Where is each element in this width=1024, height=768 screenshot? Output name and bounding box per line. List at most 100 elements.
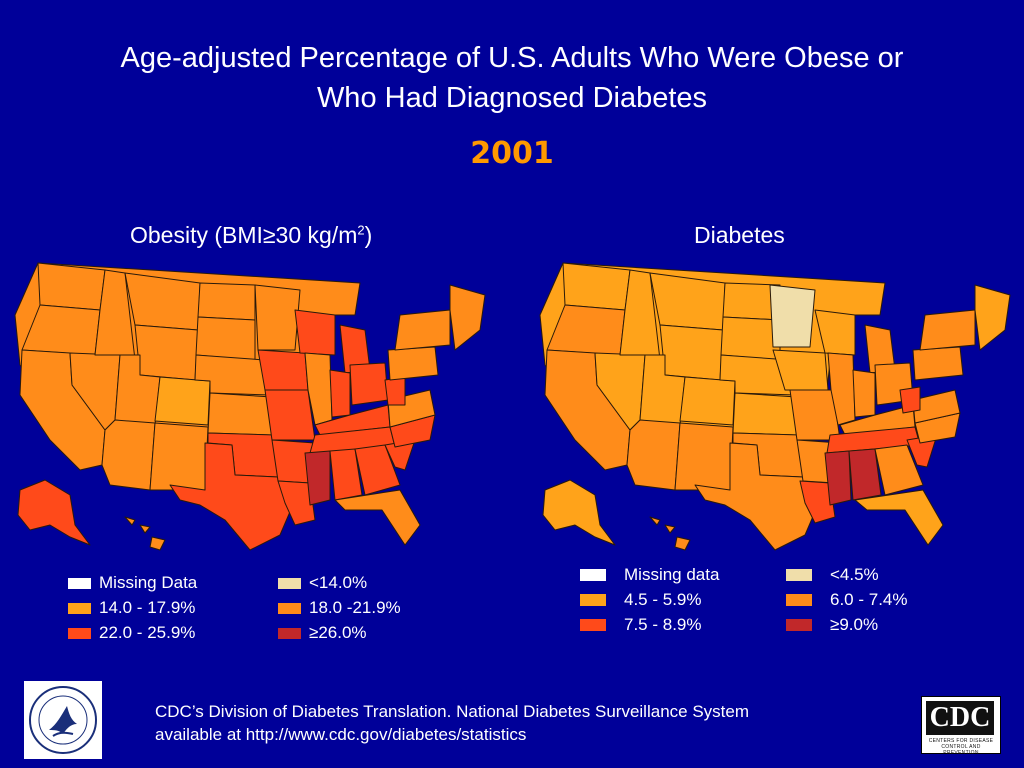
obesity-legend-missing: Missing Data: [68, 573, 197, 593]
dia-state-wv: [899, 386, 921, 414]
dia-state-in: [852, 369, 876, 418]
dia-state-ks: [732, 392, 798, 436]
state-wa: [37, 262, 106, 311]
cdc-logo-subtext: CENTERS FOR DISEASE CONTROL AND PREVENTI…: [928, 738, 994, 756]
state-pa: [387, 346, 439, 381]
legend-label: 6.0 - 7.4%: [830, 590, 908, 609]
state-al: [329, 448, 363, 501]
footer-line-2: available at http://www.cdc.gov/diabetes…: [155, 725, 527, 744]
legend-swatch: [786, 619, 812, 631]
hhs-logo: [24, 681, 102, 759]
legend-swatch: [786, 569, 812, 581]
diabetes-legend-6-7: 6.0 - 7.4%: [786, 590, 908, 610]
hhs-eagle-icon: [29, 686, 97, 754]
state-oh: [349, 362, 389, 406]
legend-label: <4.5%: [830, 565, 879, 584]
dia-state-sd: [720, 316, 781, 361]
legend-swatch: [68, 602, 91, 614]
title-line-2: Who Had Diagnosed Diabetes: [316, 82, 708, 114]
diabetes-legend-7-9: 7.5 - 8.9%: [580, 615, 702, 635]
state-wi: [294, 309, 336, 356]
obesity-title-end: ): [364, 222, 373, 248]
dia-state-wi: [814, 309, 856, 356]
legend-label: Missing Data: [99, 573, 198, 592]
state-mt: [124, 272, 201, 331]
obesity-title-text: Obesity (BMI≥30 kg/m: [130, 222, 358, 248]
state-co: [154, 376, 211, 426]
diabetes-legend-missing: Missing data: [580, 565, 719, 585]
state-wv: [384, 376, 406, 406]
title-line-1: Age-adjusted Percentage of U.S. Adults W…: [120, 42, 904, 74]
legend-swatch: [580, 569, 606, 581]
obesity-legend-22-26: 22.0 - 25.9%: [68, 623, 195, 643]
slide-title: Age-adjusted Percentage of U.S. Adults W…: [0, 38, 1024, 118]
legend-label: 18.0 -21.9%: [309, 598, 401, 617]
state-new-england: [449, 284, 486, 351]
state-nm: [149, 422, 209, 491]
dia-state-wy: [659, 324, 724, 381]
dia-state-nm: [674, 422, 734, 491]
state-wy: [134, 324, 199, 381]
footer-source: CDC’s Division of Diabetes Translation. …: [155, 700, 749, 746]
legend-label: 7.5 - 8.9%: [624, 615, 702, 634]
dia-state-hi: [649, 516, 691, 551]
cdc-logo: CDC CENTERS FOR DISEASE CONTROL AND PREV…: [921, 696, 1001, 756]
dia-state-la: [799, 480, 836, 524]
state-ny: [394, 309, 451, 351]
dia-state-tx: [694, 442, 821, 551]
state-la: [277, 480, 316, 526]
state-az: [101, 419, 156, 491]
dia-state-ny: [919, 309, 976, 351]
legend-swatch: [278, 627, 301, 639]
dia-state-mn: [769, 284, 816, 348]
legend-label: Missing data: [624, 565, 720, 584]
legend-swatch: [580, 619, 606, 631]
dia-state-co: [679, 376, 736, 426]
dia-state-pa: [912, 346, 964, 381]
year-label: 2001: [470, 136, 554, 171]
diabetes-legend-ge9: ≥9.0%: [786, 615, 878, 635]
obesity-legend-lt14: <14.0%: [278, 573, 367, 593]
state-mn: [254, 284, 301, 351]
legend-label: <14.0%: [309, 573, 368, 592]
state-ga: [354, 444, 401, 496]
legend-label: ≥26.0%: [309, 623, 367, 642]
dia-state-il: [827, 352, 856, 426]
obesity-legend-18-22: 18.0 -21.9%: [278, 598, 401, 618]
legend-label: 22.0 - 25.9%: [99, 623, 196, 642]
legend-label: ≥9.0%: [830, 615, 879, 634]
obesity-map-title: Obesity (BMI≥30 kg/m2): [130, 222, 372, 249]
state-nd: [197, 282, 256, 321]
state-ms: [304, 450, 331, 506]
footer-line-1: CDC’s Division of Diabetes Translation. …: [155, 702, 750, 721]
dia-state-wa: [562, 262, 631, 311]
dia-state-va: [912, 389, 961, 424]
dia-state-fl: [854, 489, 944, 546]
dia-state-ms: [824, 450, 852, 506]
legend-swatch: [580, 594, 606, 606]
obesity-legend-ge26: ≥26.0%: [278, 623, 367, 643]
state-tx: [169, 442, 296, 551]
obesity-legend-14-18: 14.0 - 17.9%: [68, 598, 195, 618]
state-ak: [17, 479, 91, 546]
state-in: [329, 369, 351, 418]
cdc-logo-text: CDC: [926, 701, 994, 735]
legend-swatch: [278, 577, 301, 589]
obesity-title-superscript: 2: [357, 222, 365, 238]
state-hi: [124, 516, 166, 551]
legend-swatch: [68, 577, 91, 589]
obesity-us-map: [14, 262, 486, 551]
state-sd: [195, 316, 256, 361]
dia-state-mt: [649, 272, 726, 331]
state-ks: [207, 392, 273, 436]
diabetes-legend-4-6: 4.5 - 5.9%: [580, 590, 702, 610]
legend-swatch: [278, 602, 301, 614]
legend-swatch: [786, 594, 812, 606]
legend-label: 4.5 - 5.9%: [624, 590, 702, 609]
legend-swatch: [68, 627, 91, 639]
state-ia: [257, 349, 309, 391]
legend-label: 14.0 - 17.9%: [99, 598, 196, 617]
dia-state-new-england: [974, 284, 1011, 351]
dia-state-al: [848, 448, 882, 501]
dia-state-az: [626, 419, 681, 491]
